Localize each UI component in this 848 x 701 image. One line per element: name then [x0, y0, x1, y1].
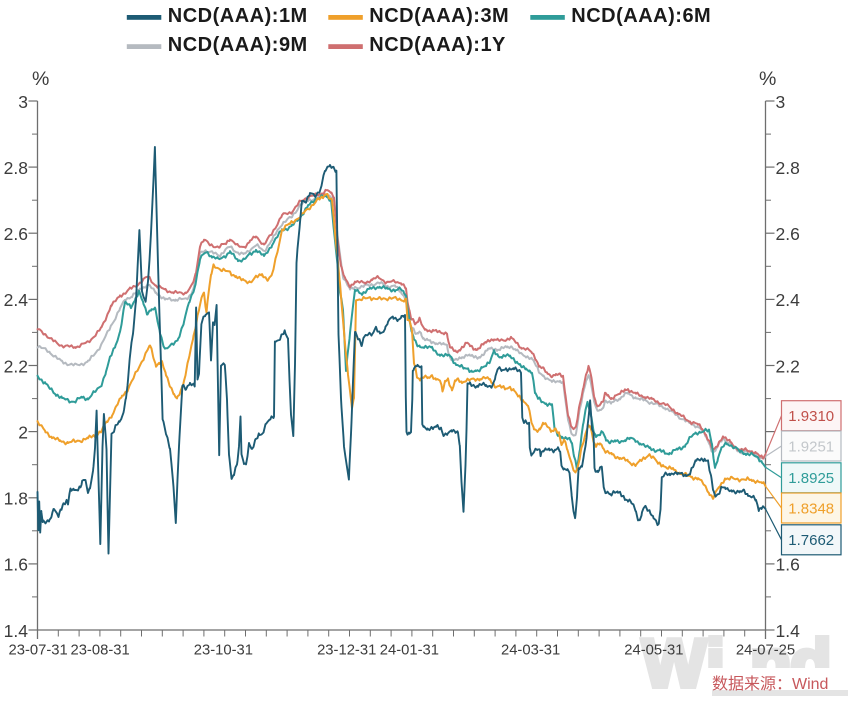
- svg-text:23-07-31: 23-07-31: [9, 643, 68, 659]
- svg-text:W: W: [642, 626, 707, 697]
- svg-text:24-05-31: 24-05-31: [624, 643, 683, 659]
- svg-text:1.8: 1.8: [4, 489, 28, 509]
- svg-text:1.8348: 1.8348: [788, 500, 834, 517]
- svg-text:NCD(AAA):6M: NCD(AAA):6M: [571, 5, 711, 27]
- svg-text:1.7662: 1.7662: [788, 532, 834, 549]
- svg-text:23-12-31: 23-12-31: [317, 643, 376, 659]
- svg-text:3: 3: [18, 92, 28, 112]
- svg-text:24-03-31: 24-03-31: [501, 643, 560, 659]
- svg-text:1.8925: 1.8925: [788, 470, 834, 487]
- svg-text:1.9310: 1.9310: [788, 408, 834, 425]
- svg-text:24-01-31: 24-01-31: [380, 643, 439, 659]
- svg-text:2.6: 2.6: [4, 224, 28, 244]
- svg-text:1.4: 1.4: [4, 621, 29, 641]
- svg-text:NCD(AAA):3M: NCD(AAA):3M: [369, 5, 509, 27]
- svg-text:数据来源：Wind: 数据来源：Wind: [712, 675, 828, 693]
- svg-text:1.6: 1.6: [4, 555, 28, 575]
- svg-text:2.2: 2.2: [776, 356, 800, 376]
- svg-text:2.2: 2.2: [4, 356, 28, 376]
- svg-text:3: 3: [776, 92, 786, 112]
- svg-text:23-10-31: 23-10-31: [194, 643, 253, 659]
- svg-text:2.4: 2.4: [776, 290, 801, 310]
- svg-text:2: 2: [18, 422, 28, 442]
- svg-text:23-08-31: 23-08-31: [70, 643, 129, 659]
- svg-text:1.6: 1.6: [776, 555, 800, 575]
- svg-text:1.4: 1.4: [776, 621, 801, 641]
- svg-text:2.6: 2.6: [776, 224, 800, 244]
- svg-text:NCD(AAA):9M: NCD(AAA):9M: [168, 34, 308, 56]
- svg-text:24-07-25: 24-07-25: [736, 643, 795, 659]
- svg-text:2.8: 2.8: [776, 158, 800, 178]
- svg-text:2.4: 2.4: [4, 290, 29, 310]
- svg-text:NCD(AAA):1Y: NCD(AAA):1Y: [369, 34, 506, 56]
- svg-text:2.8: 2.8: [4, 158, 28, 178]
- svg-text:NCD(AAA):1M: NCD(AAA):1M: [168, 5, 308, 27]
- svg-text:%: %: [32, 68, 49, 90]
- svg-text:1.9251: 1.9251: [788, 438, 834, 455]
- svg-text:%: %: [759, 68, 776, 90]
